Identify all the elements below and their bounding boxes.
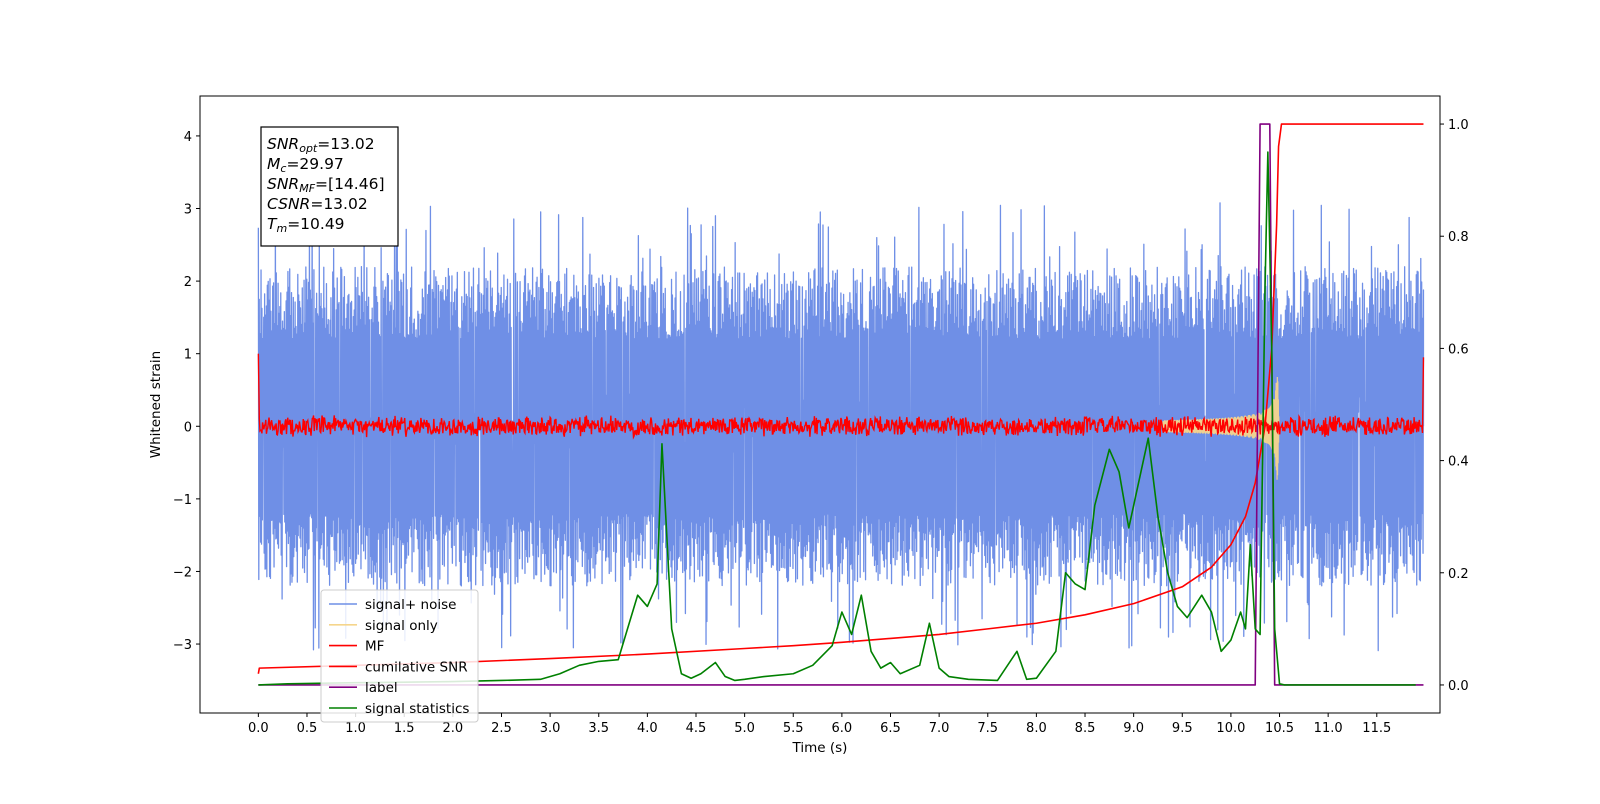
- x-tick-label: 4.0: [637, 721, 658, 736]
- annotation-line: SNRMF=[14.46]: [267, 175, 385, 195]
- x-tick-label: 3.5: [588, 721, 609, 736]
- annotation-frame: [260, 126, 399, 247]
- series-signal-only: [1162, 376, 1280, 480]
- y-right-tick-label: 0.2: [1448, 567, 1469, 582]
- y-tick-label: 0: [184, 420, 192, 435]
- x-tick-label: 11.5: [1362, 721, 1391, 736]
- y-tick-label: −3: [173, 638, 192, 653]
- legend-entry-label: signal+ noise: [365, 597, 456, 613]
- annotation-box: SNRopt=13.02Mc=29.97SNRMF=[14.46]CSNR=13…: [260, 126, 399, 247]
- x-tick-label: 0.5: [297, 721, 318, 736]
- x-tick-label: 7.0: [929, 721, 950, 736]
- x-tick-label: 1.0: [345, 721, 366, 736]
- x-tick-label: 9.5: [1172, 721, 1193, 736]
- y-right-tick-label: 0.4: [1448, 455, 1469, 470]
- y-tick-label: −2: [173, 565, 192, 580]
- legend-entry-label: label: [365, 680, 398, 696]
- annotation-line: SNRopt=13.02: [267, 135, 375, 155]
- x-tick-label: 6.0: [832, 721, 853, 736]
- y-tick-label: −1: [173, 493, 192, 508]
- series-signal-statistics: [258, 151, 1416, 686]
- x-tick-label: 10.5: [1265, 721, 1294, 736]
- x-tick-label: 8.5: [1075, 721, 1096, 736]
- y-tick-label: 3: [184, 203, 192, 218]
- series-cumulative-snr: [257, 123, 1424, 674]
- x-axis-label: Time (s): [792, 740, 848, 756]
- plot-area: [257, 123, 1425, 686]
- annotation-line: CSNR=13.02: [267, 195, 368, 213]
- x-tick-label: 2.0: [443, 721, 464, 736]
- y-tick-label: 4: [184, 130, 192, 145]
- x-tick-label: 7.5: [977, 721, 998, 736]
- x-tick-label: 5.0: [734, 721, 755, 736]
- x-tick-label: 2.5: [491, 721, 512, 736]
- legend-entry-label: cumilative SNR: [365, 659, 468, 675]
- x-tick-label: 4.5: [686, 721, 707, 736]
- x-tick-label: 8.0: [1026, 721, 1047, 736]
- series-mf: [257, 353, 1425, 440]
- y-axis-label: Whitened strain: [148, 351, 164, 458]
- legend-entry-label: MF: [365, 639, 384, 655]
- legend-frame: [320, 589, 479, 723]
- annotation-line: Tm=10.49: [267, 215, 345, 235]
- x-tick-label: 1.5: [394, 721, 415, 736]
- x-tick-label: 3.0: [540, 721, 561, 736]
- x-tick-label: 11.0: [1314, 721, 1343, 736]
- y-right-tick-label: 1.0: [1448, 118, 1469, 133]
- y-right-tick-label: 0.6: [1448, 342, 1469, 357]
- y-right-tick-label: 0.8: [1448, 230, 1469, 245]
- plot-frame: [199, 95, 1441, 714]
- x-tick-label: 5.5: [783, 721, 804, 736]
- legend-entry-label: signal statistics: [365, 701, 469, 717]
- legend: signal+ noise signal only MF cumilative SNR…: [320, 589, 479, 723]
- y-tick-label: 1: [184, 348, 192, 363]
- x-tick-label: 0.0: [248, 721, 269, 736]
- y-right-tick-label: 0.0: [1448, 679, 1469, 694]
- y-tick-label: 2: [184, 275, 192, 290]
- annotation-line: Mc=29.97: [267, 155, 344, 175]
- x-tick-label: 6.5: [880, 721, 901, 736]
- legend-entry-label: signal only: [365, 618, 438, 634]
- x-tick-label: 9.0: [1123, 721, 1144, 736]
- x-tick-label: 10.0: [1216, 721, 1245, 736]
